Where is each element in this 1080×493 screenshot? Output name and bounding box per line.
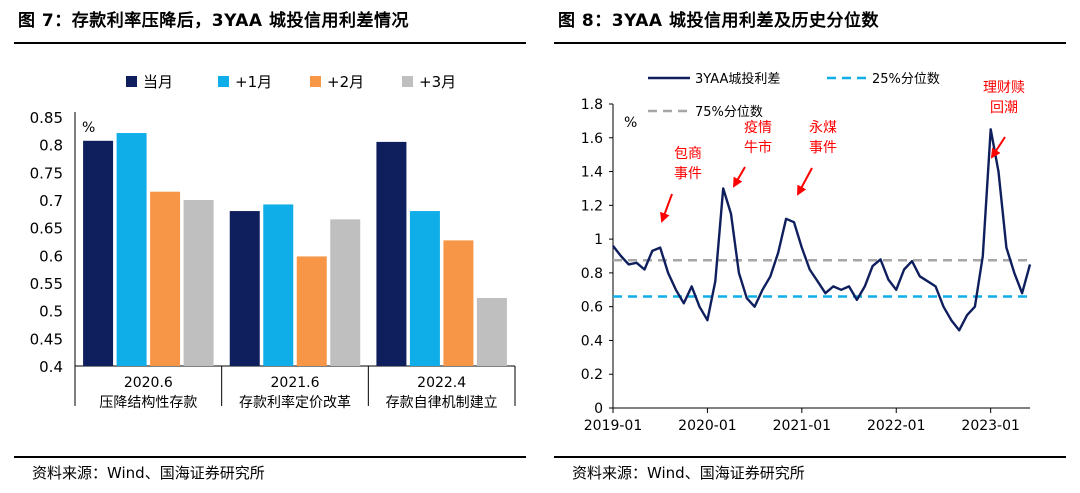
legend-label: 25%分位数 (872, 72, 940, 87)
y-tick-label: 0.4 (39, 358, 63, 376)
x-tick-label: 2022-01 (867, 418, 926, 434)
y-tick-label: 0.4 (581, 333, 603, 349)
y-tick-label: 0.75 (30, 164, 63, 182)
legend-swatch (218, 76, 229, 87)
category-label: 2022.4 (417, 375, 466, 391)
category-sublabel: 压降结构性存款 (99, 395, 197, 411)
legend-label: 当月 (143, 73, 173, 91)
bar (409, 211, 440, 366)
bar (476, 297, 507, 366)
y-tick-label: 0 (594, 401, 603, 417)
figure-8-bottom-rule (554, 456, 1066, 458)
spread-line (612, 128, 1032, 332)
figure-7-title: 图 7：存款利率压降后，3YAA 城投信用利差情况 (18, 11, 409, 31)
y-tick-label: 1.4 (581, 165, 603, 181)
annotation-label: 事件 (674, 166, 702, 182)
bar (296, 256, 327, 366)
y-tick-label: 0.5 (39, 303, 63, 321)
y-tick-label: 0.7 (39, 192, 63, 210)
legend-label: 3YAA城投利差 (695, 71, 780, 87)
bar (330, 219, 361, 366)
legend-label: 75%分位数 (695, 105, 763, 120)
legend-swatch (310, 76, 321, 87)
unit-label: % (82, 120, 95, 136)
bar (229, 211, 260, 366)
bar (150, 191, 181, 366)
annotation-arrow (990, 136, 1006, 159)
legend-label: +1月 (235, 73, 272, 91)
y-tick-label: 0.55 (30, 275, 63, 293)
bar-chart: 0.4 0.45 0.5 0.55 0.6 0.65 0.7 0.75 0.8 0.85% 2020… (30, 73, 516, 411)
annotation-label: 永煤 (809, 120, 837, 136)
y-tick-label: 0.6 (581, 300, 603, 316)
bar (183, 200, 214, 366)
y-tick-label: 0.8 (39, 137, 63, 155)
annotation-label: 包商 (674, 146, 702, 162)
annotation-arrow (660, 193, 673, 223)
figure-8-title-rule (554, 42, 1066, 44)
category-label: 2021.6 (271, 375, 320, 391)
bar (443, 240, 474, 366)
category-label: 2020.6 (124, 375, 173, 391)
figure-7: 图 7：存款利率压降后，3YAA 城投信用利差情况 0.4 0.45 0.5 0.55… (14, 11, 526, 482)
category-sublabel: 存款利率定价改革 (239, 394, 351, 411)
line-chart: 0 0.2 0.4 0.6 0.8 1 1.2 1.4 1.6 1.8% 2019-01 2020-0… (581, 71, 1032, 434)
figure-7-title-rule (14, 42, 526, 44)
x-tick-label: 2020-01 (678, 418, 737, 434)
y-tick-label: 1.2 (581, 198, 603, 214)
figure-8: 图 8：3YAA 城投信用利差及历史分位数 0 0.2 0.4 0.6 0.8 1 1.2 1… (540, 0, 1080, 493)
annotation-arrow (797, 167, 813, 196)
y-tick-label: 0.8 (581, 266, 603, 282)
annotation-label: 事件 (809, 140, 837, 156)
legend-label: +3月 (419, 73, 456, 91)
x-tick-label: 2021-01 (773, 418, 832, 434)
bar (376, 141, 407, 366)
annotation-label: 理财赎 (983, 79, 1025, 96)
figure-8-source: 资料来源：Wind、国海证券研究所 (572, 464, 805, 482)
y-tick-label: 0.65 (30, 220, 63, 238)
legend-swatch (402, 76, 413, 87)
x-tick-label: 2019-01 (584, 418, 643, 434)
annotation-label: 疫情 (744, 120, 772, 136)
legend-label: +2月 (327, 73, 364, 91)
figure-7-bottom-rule (14, 456, 526, 458)
bar (263, 204, 294, 366)
y-tick-label: 0.85 (30, 109, 63, 127)
y-tick-label: 1 (594, 232, 603, 248)
figure-8-title: 图 8：3YAA 城投信用利差及历史分位数 (558, 11, 879, 31)
legend-swatch (126, 76, 137, 87)
y-tick-label: 1.6 (581, 131, 603, 147)
x-tick-label: 2023-01 (961, 418, 1020, 434)
bar (116, 133, 147, 366)
annotation-label: 回潮 (990, 100, 1018, 116)
annotation-arrow (732, 166, 746, 188)
y-tick-label: 0.6 (39, 247, 63, 265)
annotation-label: 牛市 (744, 139, 772, 156)
figure-7-source: 资料来源：Wind、国海证券研究所 (32, 464, 265, 482)
y-tick-label: 1.8 (581, 97, 603, 113)
y-tick-label: 0.45 (30, 330, 63, 348)
y-tick-label: 0.2 (581, 367, 603, 383)
category-sublabel: 存款自律机制建立 (386, 395, 498, 411)
bar (83, 140, 114, 366)
unit-label: % (624, 115, 637, 131)
